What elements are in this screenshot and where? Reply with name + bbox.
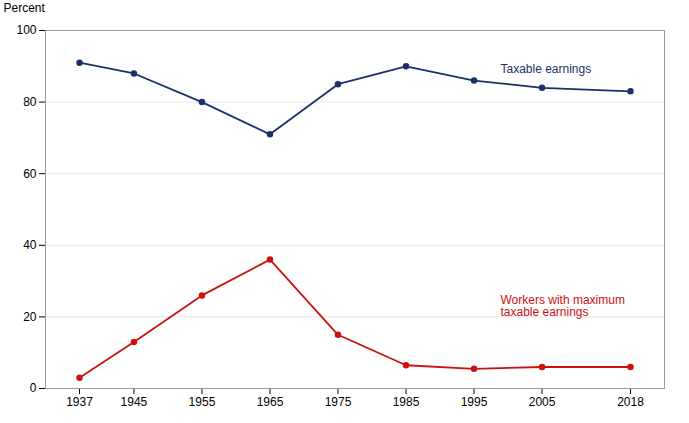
svg-text:100: 100 (16, 23, 36, 37)
svg-text:1945: 1945 (121, 395, 148, 409)
svg-text:20: 20 (23, 310, 37, 324)
svg-text:40: 40 (23, 238, 37, 252)
svg-text:1937: 1937 (66, 395, 93, 409)
svg-text:1955: 1955 (189, 395, 216, 409)
svg-text:1985: 1985 (393, 395, 420, 409)
svg-text:1995: 1995 (461, 395, 488, 409)
svg-text:Percent: Percent (4, 1, 46, 15)
svg-text:2018: 2018 (617, 395, 644, 409)
svg-text:1965: 1965 (257, 395, 284, 409)
svg-text:2005: 2005 (529, 395, 556, 409)
svg-text:Taxable earnings: Taxable earnings (500, 62, 591, 76)
svg-text:Workers with maximumtaxable ea: Workers with maximumtaxable earnings (500, 293, 624, 319)
svg-text:60: 60 (23, 167, 37, 181)
svg-text:1975: 1975 (325, 395, 352, 409)
svg-text:80: 80 (23, 95, 37, 109)
svg-text:0: 0 (30, 381, 37, 395)
